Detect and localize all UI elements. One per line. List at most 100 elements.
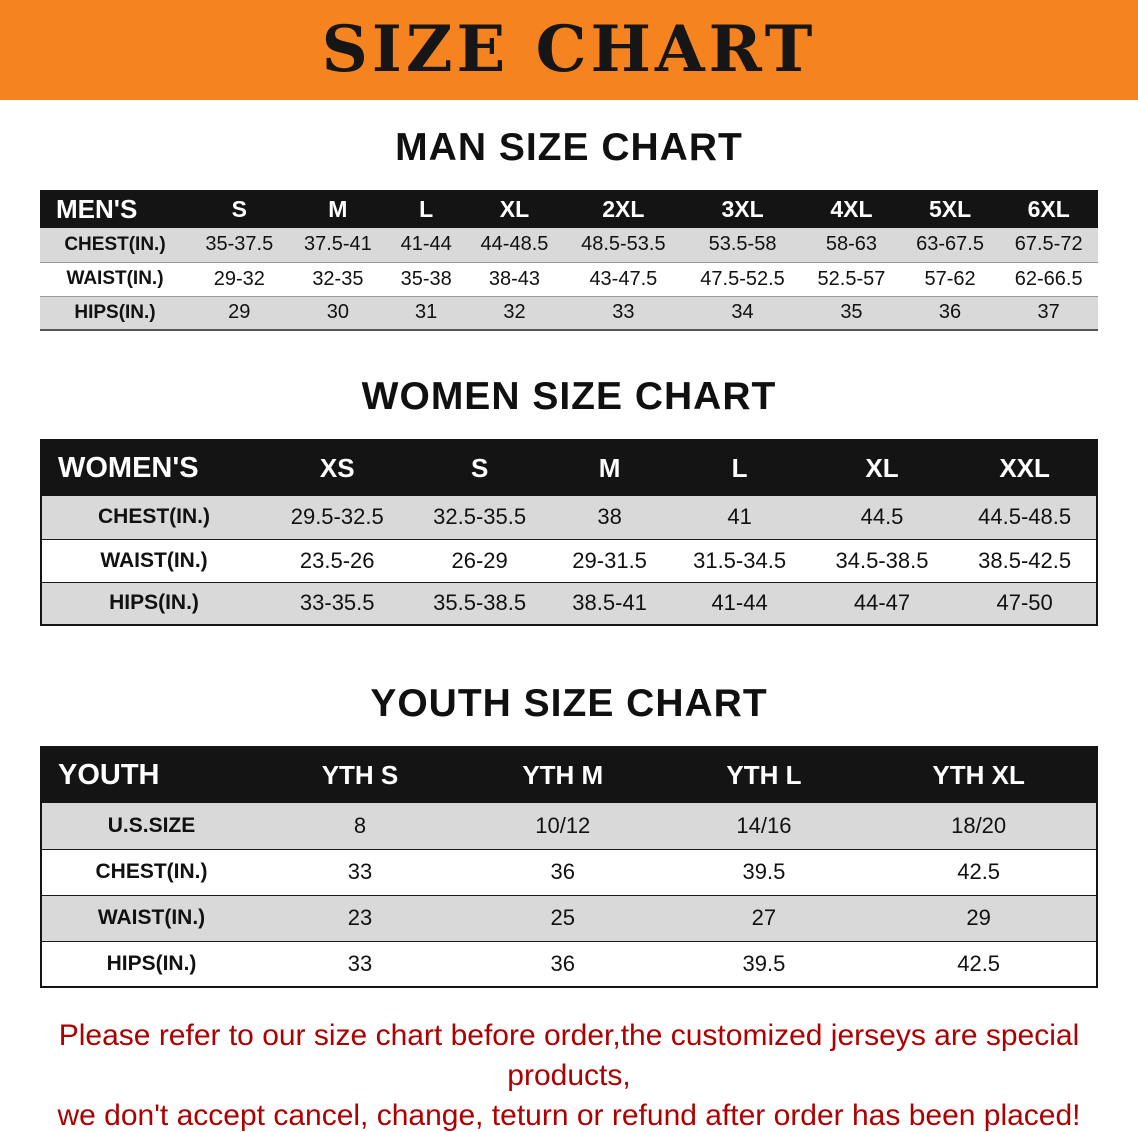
women-header-row: WOMEN'S XS S M L XL XXL: [41, 440, 1097, 496]
men-table-body: CHEST(IN.) 35-37.5 37.5-41 41-44 44-48.5…: [40, 228, 1098, 330]
cell: 35-38: [387, 262, 466, 296]
col-header: L: [668, 440, 811, 496]
col-header: 4XL: [802, 190, 901, 228]
cell: 31.5-34.5: [668, 539, 811, 582]
cell: 39.5: [666, 941, 862, 987]
cell: 63-67.5: [900, 228, 1000, 262]
row-label: CHEST(IN.): [41, 496, 266, 539]
women-table-title: WOMEN'S: [41, 440, 266, 496]
col-header: S: [190, 190, 289, 228]
youth-table-head: YOUTH YTH S YTH M YTH L YTH XL: [41, 747, 1097, 803]
cell: 41: [668, 496, 811, 539]
col-header: 6XL: [999, 190, 1098, 228]
col-header: XS: [266, 440, 409, 496]
cell: 33: [261, 849, 459, 895]
cell: 32: [465, 296, 564, 330]
table-row: CHEST(IN.) 29.5-32.5 32.5-35.5 38 41 44.…: [41, 496, 1097, 539]
col-header: 2XL: [563, 190, 683, 228]
cell: 29: [861, 895, 1097, 941]
cell: 34.5-38.5: [810, 539, 954, 582]
col-header: XL: [810, 440, 954, 496]
cell: 58-63: [802, 228, 901, 262]
table-row: U.S.SIZE 8 10/12 14/16 18/20: [41, 803, 1097, 849]
row-label: HIPS(IN.): [41, 941, 261, 987]
cell: 67.5-72: [999, 228, 1098, 262]
cell: 33: [563, 296, 683, 330]
col-header: YTH L: [666, 747, 862, 803]
cell: 10/12: [458, 803, 667, 849]
cell: 36: [458, 941, 667, 987]
cell: 31: [387, 296, 466, 330]
col-header: XL: [465, 190, 564, 228]
cell: 62-66.5: [999, 262, 1098, 296]
cell: 18/20: [861, 803, 1097, 849]
cell: 25: [458, 895, 667, 941]
men-table-title: MEN'S: [40, 190, 190, 228]
col-header: YTH S: [261, 747, 459, 803]
women-table-head: WOMEN'S XS S M L XL XXL: [41, 440, 1097, 496]
men-size-table: MEN'S S M L XL 2XL 3XL 4XL 5XL 6XL CHEST…: [40, 190, 1098, 331]
col-header: S: [408, 440, 551, 496]
banner: SIZE CHART: [0, 0, 1138, 100]
cell: 57-62: [900, 262, 1000, 296]
youth-table-title: YOUTH: [41, 747, 261, 803]
women-size-table: WOMEN'S XS S M L XL XXL CHEST(IN.) 29.5-…: [40, 439, 1098, 626]
cell: 41-44: [387, 228, 466, 262]
men-section-heading: MAN SIZE CHART: [395, 126, 743, 169]
cell: 27: [666, 895, 862, 941]
table-row: HIPS(IN.) 33 36 39.5 42.5: [41, 941, 1097, 987]
col-header: L: [387, 190, 466, 228]
row-label: WAIST(IN.): [41, 539, 266, 582]
row-label: HIPS(IN.): [41, 582, 266, 625]
page-title: SIZE CHART: [321, 12, 817, 87]
cell: 29.5-32.5: [266, 496, 409, 539]
cell: 36: [900, 296, 1000, 330]
table-row: CHEST(IN.) 33 36 39.5 42.5: [41, 849, 1097, 895]
col-header: 3XL: [682, 190, 803, 228]
cell: 48.5-53.5: [563, 228, 683, 262]
row-label: WAIST(IN.): [40, 262, 190, 296]
youth-section: YOUTH SIZE CHART YOUTH YTH S YTH M YTH L…: [0, 682, 1138, 988]
cell: 38.5-41: [550, 582, 669, 625]
row-label: CHEST(IN.): [41, 849, 261, 895]
col-header: 5XL: [900, 190, 1000, 228]
cell: 52.5-57: [802, 262, 901, 296]
women-section: WOMEN SIZE CHART WOMEN'S XS S M L XL XXL…: [0, 375, 1138, 626]
youth-table-body: U.S.SIZE 8 10/12 14/16 18/20 CHEST(IN.) …: [41, 803, 1097, 987]
cell: 33-35.5: [266, 582, 409, 625]
cell: 37.5-41: [288, 228, 388, 262]
col-header: M: [550, 440, 669, 496]
youth-section-heading: YOUTH SIZE CHART: [370, 682, 768, 725]
table-row: CHEST(IN.) 35-37.5 37.5-41 41-44 44-48.5…: [40, 228, 1098, 262]
cell: 8: [261, 803, 459, 849]
cell: 29-31.5: [550, 539, 669, 582]
women-table-body: CHEST(IN.) 29.5-32.5 32.5-35.5 38 41 44.…: [41, 496, 1097, 625]
cell: 23.5-26: [266, 539, 409, 582]
cell: 38-43: [465, 262, 564, 296]
disclaimer: Please refer to our size chart before or…: [0, 1016, 1138, 1132]
cell: 44-48.5: [465, 228, 564, 262]
table-row: HIPS(IN.) 33-35.5 35.5-38.5 38.5-41 41-4…: [41, 582, 1097, 625]
cell: 42.5: [861, 849, 1097, 895]
cell: 33: [261, 941, 459, 987]
men-header-row: MEN'S S M L XL 2XL 3XL 4XL 5XL 6XL: [40, 190, 1098, 228]
cell: 34: [682, 296, 803, 330]
cell: 41-44: [668, 582, 811, 625]
cell: 26-29: [408, 539, 551, 582]
men-table-head: MEN'S S M L XL 2XL 3XL 4XL 5XL 6XL: [40, 190, 1098, 228]
cell: 44.5-48.5: [953, 496, 1097, 539]
women-section-heading: WOMEN SIZE CHART: [361, 375, 777, 418]
cell: 38.5-42.5: [953, 539, 1097, 582]
men-section: MAN SIZE CHART MEN'S S M L XL 2XL 3XL 4X…: [0, 126, 1138, 331]
table-row: WAIST(IN.) 29-32 32-35 35-38 38-43 43-47…: [40, 262, 1098, 296]
row-label: WAIST(IN.): [41, 895, 261, 941]
cell: 23: [261, 895, 459, 941]
cell: 38: [550, 496, 669, 539]
cell: 32.5-35.5: [408, 496, 551, 539]
cell: 42.5: [861, 941, 1097, 987]
cell: 47.5-52.5: [682, 262, 803, 296]
cell: 43-47.5: [563, 262, 683, 296]
col-header: YTH XL: [861, 747, 1097, 803]
cell: 29-32: [190, 262, 289, 296]
table-row: WAIST(IN.) 23 25 27 29: [41, 895, 1097, 941]
